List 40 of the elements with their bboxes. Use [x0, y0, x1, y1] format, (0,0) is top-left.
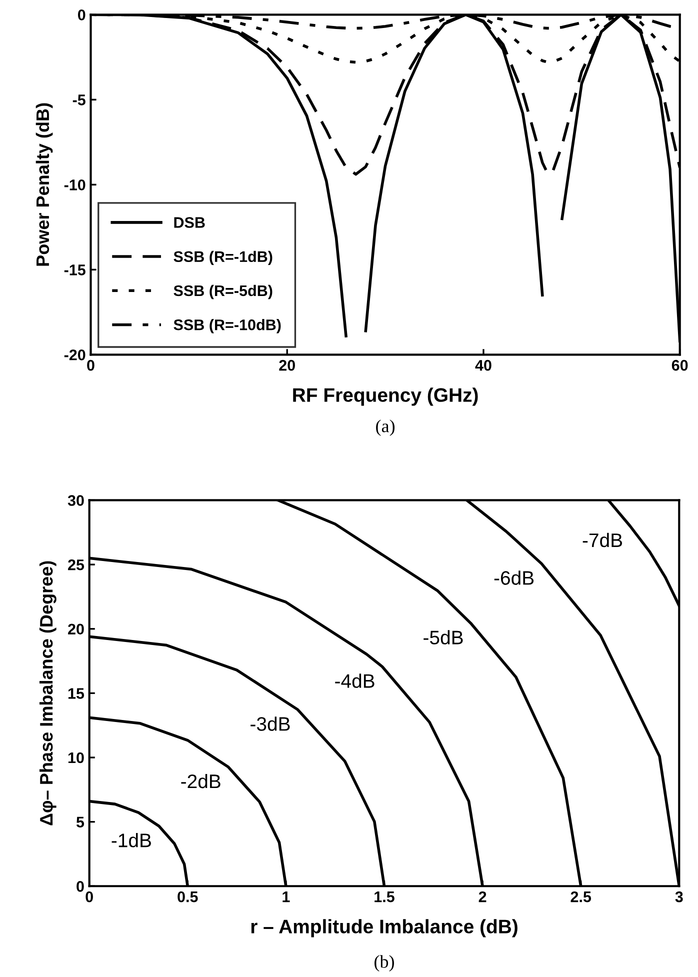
x-tick-label: 0	[87, 360, 94, 371]
y-tick-label: 0	[76, 881, 84, 892]
x-axis-title: RF Frequency (GHz)	[293, 388, 478, 406]
y-tick-label: 10	[68, 752, 84, 764]
annotation: -2dB	[181, 774, 220, 788]
x-tick-label: 40	[475, 360, 492, 371]
x-axis-title: r – Amplitude Imbalance (dB)	[251, 919, 518, 938]
y-tick-label: 5	[76, 816, 84, 828]
x-tick-label: 20	[279, 360, 295, 371]
y-tick-label: -20	[64, 350, 86, 360]
annotation: -4dB	[335, 674, 374, 688]
x-tick-label: 1	[282, 892, 290, 902]
y-tick-label: 20	[68, 624, 84, 635]
y-tick-label: -10	[64, 180, 86, 190]
legend-label: SSB (R=-10dB)	[174, 319, 281, 334]
text: (a)	[376, 420, 395, 436]
annotation: -6dB	[494, 570, 534, 585]
y-tick-label: -5	[72, 94, 86, 106]
text: (b)	[374, 955, 394, 972]
x-tick-label: 0.5	[178, 891, 198, 902]
y-axis-title: Δφ– Phase Imbalance (Degree)	[39, 561, 56, 826]
legend-label: DSB	[174, 217, 205, 228]
annotation: -3dB	[250, 716, 290, 731]
annotation: -5dB	[424, 630, 463, 644]
x-tick-label: 60	[672, 360, 688, 371]
x-tick-label: 3	[675, 891, 683, 902]
y-tick-label: 15	[68, 688, 84, 699]
y-tick-label: 30	[68, 495, 84, 506]
x-tick-label: 2.5	[570, 891, 592, 902]
y-axis-title: Power Penalty (dB)	[36, 103, 53, 266]
y-tick-label: -15	[64, 264, 86, 276]
x-tick-label: 2	[478, 891, 486, 902]
legend-label: SSB (R=-1dB)	[174, 250, 272, 266]
x-tick-label: 1.5	[374, 892, 394, 902]
annotation: -1dB	[112, 833, 151, 848]
x-tick-label: 0	[86, 891, 93, 902]
y-tick-label: 0	[78, 10, 86, 20]
y-tick-label: 25	[68, 559, 84, 570]
legend-label: SSB (R=-5dB)	[174, 284, 272, 300]
annotation: -7dB	[582, 532, 622, 548]
